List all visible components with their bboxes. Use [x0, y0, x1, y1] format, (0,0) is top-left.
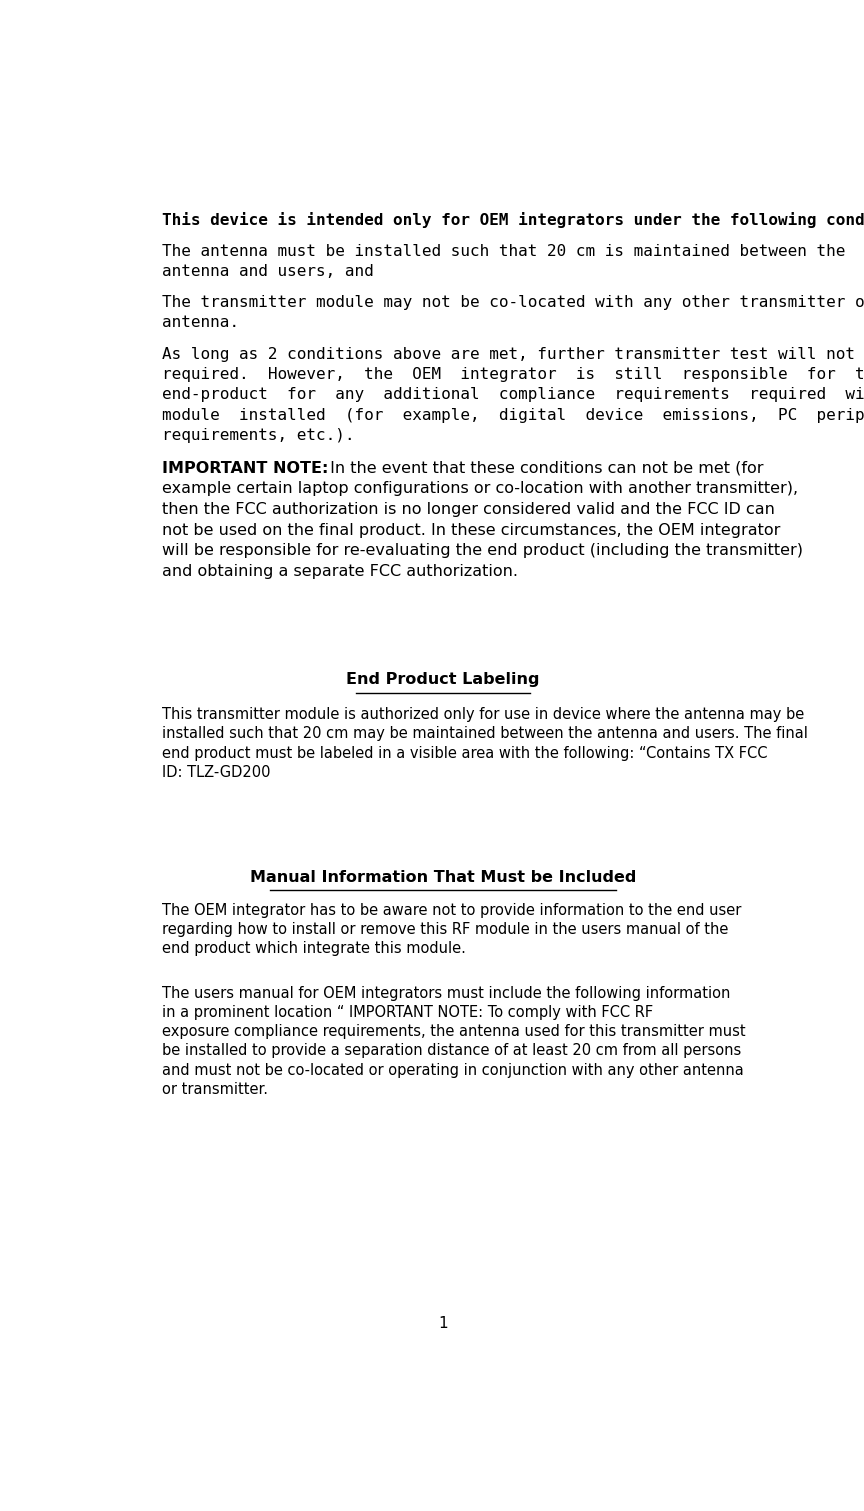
Text: antenna and users, and: antenna and users, and	[162, 264, 373, 280]
Text: Manual Information That Must be Included: Manual Information That Must be Included	[250, 870, 636, 885]
Text: End Product Labeling: End Product Labeling	[346, 672, 539, 688]
Text: regarding how to install or remove this RF module in the users manual of the: regarding how to install or remove this …	[162, 922, 728, 937]
Text: then the FCC authorization is no longer considered valid and the FCC ID can: then the FCC authorization is no longer …	[162, 502, 774, 517]
Text: In the event that these conditions can not be met (for: In the event that these conditions can n…	[326, 461, 764, 476]
Text: requirements, etc.).: requirements, etc.).	[162, 428, 354, 443]
Text: end product which integrate this module.: end product which integrate this module.	[162, 941, 466, 956]
Text: The antenna must be installed such that 20 cm is maintained between the: The antenna must be installed such that …	[162, 245, 845, 260]
Text: As long as 2 conditions above are met, further transmitter test will not be: As long as 2 conditions above are met, f…	[162, 346, 864, 361]
Text: end-product  for  any  additional  compliance  requirements  required  with  thi: end-product for any additional complianc…	[162, 387, 864, 402]
Text: be installed to provide a separation distance of at least 20 cm from all persons: be installed to provide a separation dis…	[162, 1044, 740, 1058]
Text: required.  However,  the  OEM  integrator  is  still  responsible  for  testing : required. However, the OEM integrator is…	[162, 367, 864, 382]
Text: and obtaining a separate FCC authorization.: and obtaining a separate FCC authorizati…	[162, 564, 518, 579]
Text: 1: 1	[438, 1316, 448, 1331]
Text: installed such that 20 cm may be maintained between the antenna and users. The f: installed such that 20 cm may be maintai…	[162, 727, 808, 742]
Text: The OEM integrator has to be aware not to provide information to the end user: The OEM integrator has to be aware not t…	[162, 902, 741, 917]
Text: exposure compliance requirements, the antenna used for this transmitter must: exposure compliance requirements, the an…	[162, 1024, 745, 1040]
Text: or transmitter.: or transmitter.	[162, 1082, 268, 1097]
Text: This transmitter module is authorized only for use in device where the antenna m: This transmitter module is authorized on…	[162, 707, 804, 722]
Text: antenna.: antenna.	[162, 316, 238, 329]
Text: and must not be co-located or operating in conjunction with any other antenna: and must not be co-located or operating …	[162, 1062, 743, 1077]
Text: not be used on the final product. In these circumstances, the OEM integrator: not be used on the final product. In the…	[162, 523, 780, 538]
Text: in a prominent location “ IMPORTANT NOTE: To comply with FCC RF: in a prominent location “ IMPORTANT NOTE…	[162, 1005, 652, 1020]
Text: ID: TLZ-GD200: ID: TLZ-GD200	[162, 765, 270, 780]
Text: The users manual for OEM integrators must include the following information: The users manual for OEM integrators mus…	[162, 985, 730, 1000]
Text: This device is intended only for OEM integrators under the following conditions:: This device is intended only for OEM int…	[162, 212, 864, 228]
Text: module  installed  (for  example,  digital  device  emissions,  PC  peripheral: module installed (for example, digital d…	[162, 408, 864, 423]
Text: example certain laptop configurations or co-location with another transmitter),: example certain laptop configurations or…	[162, 482, 797, 496]
Text: will be responsible for re-evaluating the end product (including the transmitter: will be responsible for re-evaluating th…	[162, 544, 803, 559]
Text: IMPORTANT NOTE:: IMPORTANT NOTE:	[162, 461, 328, 476]
Text: end product must be labeled in a visible area with the following: “Contains TX F: end product must be labeled in a visible…	[162, 745, 767, 760]
Text: The transmitter module may not be co-located with any other transmitter or: The transmitter module may not be co-loc…	[162, 295, 864, 310]
